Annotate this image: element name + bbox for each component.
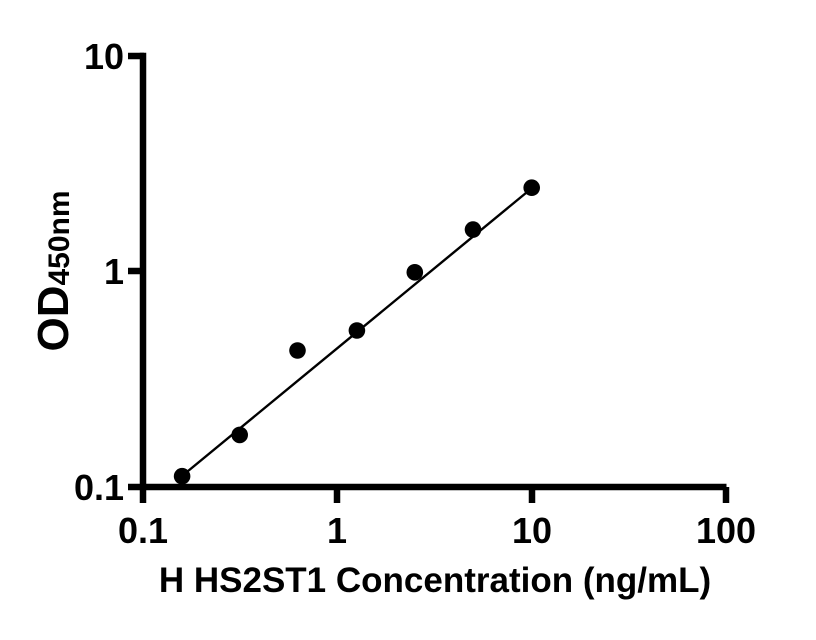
svg-text:0.1: 0.1 [118, 510, 168, 551]
svg-text:H HS2ST1 Concentration (ng/mL): H HS2ST1 Concentration (ng/mL) [159, 561, 711, 600]
svg-text:OD450nm: OD450nm [29, 190, 78, 351]
svg-text:0.1: 0.1 [74, 467, 124, 508]
svg-text:1: 1 [327, 510, 347, 551]
svg-text:10: 10 [512, 510, 552, 551]
svg-text:1: 1 [104, 251, 124, 292]
svg-text:100: 100 [696, 510, 756, 551]
svg-text:10: 10 [84, 36, 124, 77]
